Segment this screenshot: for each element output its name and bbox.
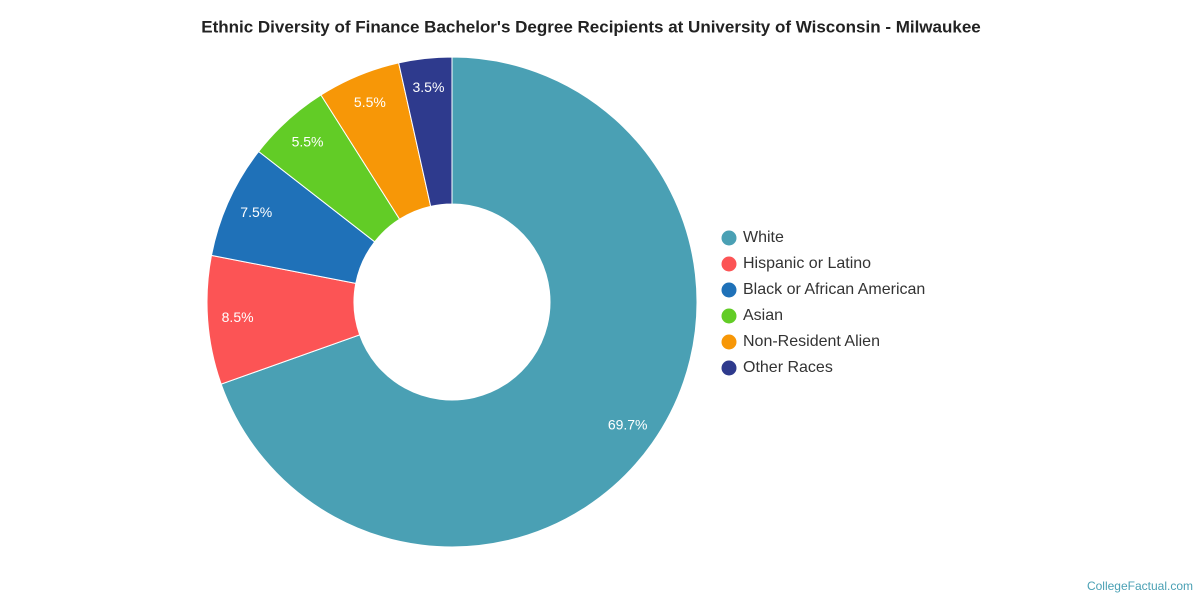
legend-marker — [721, 334, 737, 350]
legend-marker — [721, 282, 737, 298]
chart-title: Ethnic Diversity of Finance Bachelor's D… — [201, 17, 981, 36]
legend-marker — [721, 308, 737, 324]
source[interactable]: CollegeFactual.com — [1087, 579, 1193, 593]
legend-label: Black or African American — [743, 281, 925, 298]
legend-marker — [721, 230, 737, 246]
data-label: 7.5% — [240, 204, 272, 220]
legend-label: Asian — [743, 307, 783, 324]
slice — [220, 56, 698, 548]
legend-label: White — [743, 229, 784, 246]
legend-label: Other Races — [743, 359, 833, 376]
legend-label: Non-Resident Alien — [743, 333, 880, 350]
data-label: 5.5% — [354, 94, 386, 110]
data-label: 5.5% — [292, 133, 324, 149]
data-label: 3.5% — [412, 79, 444, 95]
legend-marker — [721, 256, 737, 272]
data-label: 69.7% — [608, 417, 648, 433]
data-label: 8.5% — [222, 309, 254, 325]
slice — [398, 56, 453, 207]
legend-marker — [721, 360, 737, 376]
legend-label: Hispanic or Latino — [743, 255, 871, 272]
